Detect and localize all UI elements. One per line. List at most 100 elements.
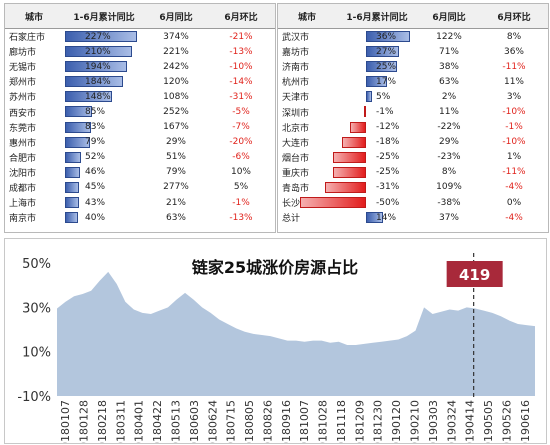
x-tick-label: 20180916 xyxy=(280,400,293,443)
cell-cumulative: 5% xyxy=(336,89,418,104)
cell-june-mom: 11% xyxy=(503,76,524,87)
x-tick-label: 20180513 xyxy=(170,400,183,443)
cell-city: 郑州市 xyxy=(9,78,37,89)
cell-city: 成都市 xyxy=(9,183,37,194)
header-city: 城市 xyxy=(278,4,336,29)
cumulative-bar xyxy=(65,121,92,133)
x-tick-label: 20190505 xyxy=(482,400,495,443)
cell-june-yoy: 71% xyxy=(438,46,459,57)
table-header-row: 城市 1-6月累计同比 6月同比 6月环比 xyxy=(5,4,275,29)
x-tick-label: 20180311 xyxy=(114,400,127,443)
cell-june-yoy: -23% xyxy=(437,152,461,163)
header-june-yoy: 6月同比 xyxy=(145,4,207,29)
x-tick-label: 20180422 xyxy=(151,400,164,443)
cell-city: 合肥市 xyxy=(9,153,37,164)
cumulative-bar xyxy=(366,61,397,73)
cumulative-value: -12% xyxy=(376,122,400,133)
cumulative-value: -31% xyxy=(376,182,400,193)
cell-june-yoy: 8% xyxy=(441,167,457,178)
cell-city: 苏州市 xyxy=(9,93,37,104)
cell-city: 烟台市 xyxy=(282,153,310,164)
city-table-right: 城市 1-6月累计同比 6月同比 6月环比 武汉市 36% 122% 8% 嘉坊市 27%… xyxy=(277,3,549,233)
x-tick-label: 20181028 xyxy=(317,400,330,443)
cell-june-yoy: 21% xyxy=(165,197,186,208)
cell-june-yoy: 108% xyxy=(163,91,189,102)
x-tick-label: 20181209 xyxy=(353,400,366,443)
table-row: 石家庄市 227% 374% -21% xyxy=(5,29,275,45)
cell-cumulative: 83% xyxy=(63,120,145,135)
cell-june-yoy: 167% xyxy=(163,122,189,133)
x-tick-label: 20180401 xyxy=(133,400,146,443)
table-row: 苏州市 148% 108% -31% xyxy=(5,89,275,104)
cumulative-value: 194% xyxy=(85,61,111,72)
cumulative-bar xyxy=(65,181,80,193)
cumulative-bar xyxy=(65,61,127,73)
cumulative-value: 83% xyxy=(85,122,106,133)
cumulative-value: 148% xyxy=(85,91,111,102)
city-table-right-body: 武汉市 36% 122% 8% 嘉坊市 27% 71% 36% 济南市 25% 38% -11% 杭州市… xyxy=(278,29,548,226)
table-row: 总计 14% 37% -4% xyxy=(278,210,548,225)
cell-june-yoy: 221% xyxy=(163,46,189,57)
x-tick-label: 20180218 xyxy=(96,400,109,443)
cumulative-value: 36% xyxy=(376,31,397,42)
cumulative-value: 85% xyxy=(85,107,106,118)
x-tick-label: 20190303 xyxy=(427,400,440,443)
x-tick-label: 20180826 xyxy=(261,400,274,443)
cumulative-bar xyxy=(65,76,124,88)
cell-cumulative: 46% xyxy=(63,165,145,180)
cumulative-bar xyxy=(65,151,82,163)
cell-june-mom: 0% xyxy=(506,197,522,208)
cumulative-value: 5% xyxy=(376,91,391,102)
cumulative-value: 184% xyxy=(85,76,111,87)
cell-city: 廊坊市 xyxy=(9,48,37,59)
cumulative-value: 79% xyxy=(85,137,106,148)
cumulative-bar xyxy=(332,166,366,178)
cell-city: 惠州市 xyxy=(9,138,37,149)
city-table-left: 城市 1-6月累计同比 6月同比 6月环比 石家庄市 227% 374% -21% 廊坊… xyxy=(4,3,276,233)
x-tick-label: 20190526 xyxy=(500,400,513,443)
cell-june-yoy: 242% xyxy=(163,61,189,72)
cell-cumulative: -50% xyxy=(299,195,418,210)
cell-june-mom: -4% xyxy=(505,212,523,223)
table-row: 武汉市 36% 122% 8% xyxy=(278,29,548,45)
x-tick-label: 20190120 xyxy=(390,400,403,443)
cumulative-bar xyxy=(65,31,137,42)
cell-cumulative: 194% xyxy=(63,59,145,74)
x-tick-label: 20181007 xyxy=(298,400,311,443)
cumulative-value: 27% xyxy=(376,46,397,57)
table-row: 青岛市 -31% 109% -4% xyxy=(278,180,548,195)
x-tick-label: 20180624 xyxy=(206,400,219,443)
cell-june-yoy: 29% xyxy=(438,137,459,148)
cumulative-value: 14% xyxy=(376,212,397,223)
header-june-mom: 6月环比 xyxy=(480,4,548,29)
cell-city: 总计 xyxy=(282,214,301,225)
cell-city: 石家庄市 xyxy=(9,33,46,44)
table-row: 长沙市 -50% -38% 0% xyxy=(278,195,548,210)
cell-cumulative: 79% xyxy=(63,135,145,150)
cell-city: 青岛市 xyxy=(282,183,310,194)
cell-cumulative: 17% xyxy=(336,74,418,89)
header-city: 城市 xyxy=(5,4,63,29)
header-cumulative-yoy: 1-6月累计同比 xyxy=(63,4,145,29)
cell-cumulative: -25% xyxy=(332,165,418,180)
cell-city: 东莞市 xyxy=(9,123,37,134)
cumulative-bar xyxy=(332,151,366,163)
cell-cumulative: 45% xyxy=(63,180,145,195)
x-tick-label: 20190210 xyxy=(409,400,422,443)
cell-city: 嘉坊市 xyxy=(282,48,310,59)
x-tick-label: 20180805 xyxy=(243,400,256,443)
cumulative-bar xyxy=(65,197,79,209)
cell-june-yoy: 374% xyxy=(163,31,189,42)
cumulative-bar xyxy=(366,46,399,58)
cell-cumulative: 36% xyxy=(336,29,418,45)
cumulative-bar xyxy=(65,106,92,118)
cell-city: 济南市 xyxy=(282,63,310,74)
cell-june-mom: -10% xyxy=(502,107,526,118)
cumulative-value: 52% xyxy=(85,152,106,163)
cumulative-bar xyxy=(366,91,373,103)
price-rise-chart: 50% 30% 10% -10% 419 链家25城涨价房源占比 20180107 20180… xyxy=(4,238,547,444)
price-rise-chart-svg: 50% 30% 10% -10% 419 链家25城涨价房源占比 20180107 20180… xyxy=(17,253,535,443)
x-tick-label: 20180128 xyxy=(78,400,91,443)
cell-june-yoy: 37% xyxy=(438,212,459,223)
cumulative-bar xyxy=(65,46,132,58)
